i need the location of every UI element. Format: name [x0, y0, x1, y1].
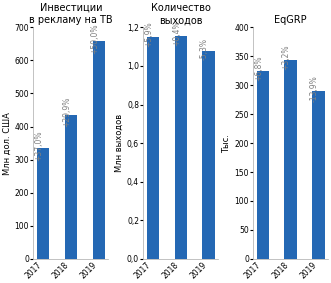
Bar [93, 41, 105, 259]
Title: Инвестиции
в рекламу на ТВ: Инвестиции в рекламу на ТВ [29, 3, 113, 25]
Y-axis label: Тыс.: Тыс. [222, 134, 231, 153]
Bar [37, 148, 49, 259]
Bar [147, 37, 159, 259]
Text: +3,2%: +3,2% [282, 45, 291, 70]
Title: EqGRP: EqGRP [274, 15, 307, 25]
Text: +37,0%: +37,0% [34, 130, 43, 160]
Text: +6,8%: +6,8% [254, 55, 263, 81]
Bar [257, 71, 269, 259]
Text: -5,3%: -5,3% [200, 38, 209, 60]
Text: -13,9%: -13,9% [309, 75, 318, 102]
Text: +0,4%: +0,4% [172, 20, 181, 46]
Y-axis label: Млн выходов: Млн выходов [115, 114, 124, 172]
Bar [202, 52, 215, 259]
Text: +29,9%: +29,9% [62, 97, 71, 127]
Bar [65, 115, 77, 259]
Title: Количество
выходов: Количество выходов [151, 3, 211, 25]
Bar [174, 36, 187, 259]
Bar [312, 91, 325, 259]
Y-axis label: Млн дол. США: Млн дол. США [3, 112, 12, 175]
Text: +5,9%: +5,9% [144, 22, 153, 47]
Bar [284, 60, 297, 259]
Text: +50,0%: +50,0% [90, 23, 99, 54]
